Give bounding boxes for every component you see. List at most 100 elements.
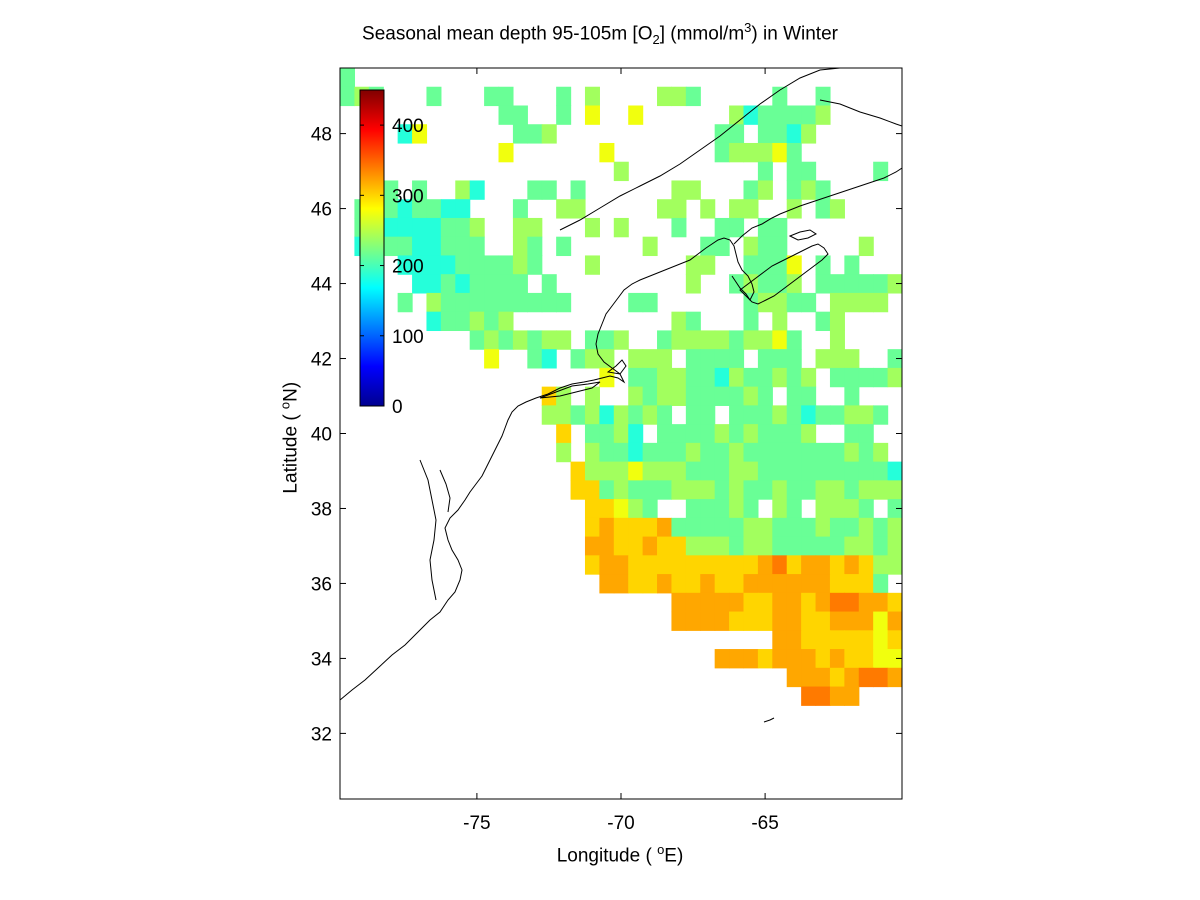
colorbar-gradient (360, 90, 384, 406)
heatmap-cell (498, 86, 514, 107)
heatmap-cell (1032, 668, 1047, 687)
heatmap-cell (685, 180, 701, 200)
heatmap-cell (1017, 537, 1032, 556)
heatmap-cell (858, 517, 874, 538)
heatmap-cell (714, 330, 730, 350)
heatmap-cell (685, 517, 701, 538)
heatmap-cell (974, 649, 989, 668)
y-tick-label: 40 (311, 425, 332, 446)
heatmap-cell (599, 517, 615, 538)
heatmap-cell (700, 405, 716, 425)
heatmap-cell (786, 292, 802, 313)
heatmap-cell (700, 517, 716, 538)
heatmap-cell (412, 255, 428, 275)
heatmap-cell (1032, 780, 1047, 799)
heatmap-cell (801, 442, 817, 463)
heatmap-cell (1017, 405, 1032, 424)
heatmap-cell (801, 686, 817, 706)
heatmap-cell (815, 199, 831, 219)
heatmap-cell (931, 593, 946, 612)
heatmap-cell (642, 574, 658, 594)
heatmap-cell (1017, 499, 1032, 518)
heatmap-cell (815, 461, 831, 481)
heatmap-cell (931, 105, 946, 124)
heatmap-cell (757, 105, 773, 125)
heatmap-cell (829, 461, 845, 481)
heatmap-cell (685, 461, 701, 481)
heatmap-cell (556, 105, 572, 125)
heatmap-cell (657, 442, 673, 463)
heatmap-cell (960, 255, 975, 274)
heatmap-cell (657, 461, 673, 481)
heatmap-cell (628, 442, 644, 463)
heatmap-cell (815, 574, 831, 594)
heatmap-cell (916, 443, 931, 462)
heatmap-cell (714, 217, 730, 238)
heatmap-cell (1032, 762, 1047, 781)
heatmap-cell (988, 405, 1003, 424)
heatmap-cell (902, 518, 917, 537)
heatmap-cell (757, 461, 773, 481)
heatmap-cell (685, 274, 701, 294)
heatmap-cell (916, 612, 931, 631)
heatmap-cell (757, 161, 773, 182)
heatmap-cell (700, 442, 716, 463)
heatmap-cell (931, 443, 946, 462)
heatmap-cell (455, 274, 471, 294)
heatmap-cell (729, 442, 745, 463)
heatmap-cell (628, 574, 644, 594)
heatmap-cell (729, 480, 745, 500)
heatmap-cell (412, 236, 428, 257)
heatmap-cell (873, 611, 889, 631)
heatmap-cell (685, 536, 701, 556)
heatmap-cell (902, 762, 917, 781)
heatmap-cell (599, 330, 615, 350)
heatmap-cell (729, 349, 745, 369)
heatmap-cell (887, 611, 902, 631)
heatmap-cell (1017, 593, 1032, 612)
heatmap-cell (1003, 462, 1018, 481)
heatmap-cell (772, 311, 788, 332)
heatmap-cell (786, 442, 802, 463)
heatmap-cell (1032, 349, 1047, 368)
heatmap-cell (498, 292, 514, 313)
colorbar-tick-label: 0 (392, 397, 403, 418)
heatmap-cell (902, 555, 917, 574)
heatmap-cell (829, 592, 845, 613)
heatmap-cell (858, 405, 874, 425)
heatmap-cell (1032, 368, 1047, 387)
heatmap-cell (916, 593, 931, 612)
heatmap-cell (1003, 668, 1018, 687)
heatmap-cell (815, 630, 831, 650)
heatmap-cell (584, 330, 600, 350)
heatmap-cell (613, 424, 629, 444)
heatmap-cell (786, 536, 802, 556)
heatmap-cell (1046, 143, 1061, 162)
heatmap-cell (1032, 555, 1047, 574)
heatmap-cell (1061, 743, 1076, 762)
heatmap-cell (945, 162, 960, 181)
heatmap-cell (873, 461, 889, 481)
heatmap-cell (801, 574, 817, 594)
heatmap-cell (1017, 780, 1032, 799)
heatmap-cell (700, 255, 716, 275)
heatmap-cell (657, 367, 673, 388)
heatmap-cell (786, 386, 802, 406)
heatmap-cell (757, 124, 773, 144)
heatmap-cell (829, 480, 845, 500)
heatmap-cell (945, 462, 960, 481)
heatmap-cell (613, 161, 629, 182)
heatmap-cell (1003, 143, 1018, 162)
heatmap-cell (945, 762, 960, 781)
heatmap-cell (700, 424, 716, 444)
heatmap-cell (757, 236, 773, 257)
heatmap-cell (786, 480, 802, 500)
heatmap-cell (786, 649, 802, 669)
heatmap-cell (829, 311, 845, 332)
heatmap-cell (960, 312, 975, 331)
heatmap-cell (729, 386, 745, 406)
heatmap-cell (960, 462, 975, 481)
heatmap-cell (714, 536, 730, 556)
heatmap-cell (801, 180, 817, 200)
heatmap-cell (786, 142, 802, 163)
